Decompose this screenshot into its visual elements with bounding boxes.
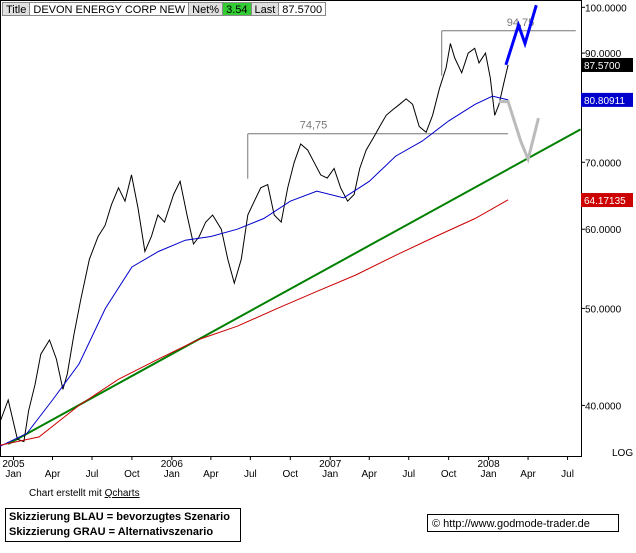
title-label: Title	[2, 2, 30, 16]
x-month-label-0: Jan	[5, 469, 21, 480]
x-month-label-12: Jan	[481, 469, 497, 480]
legend-blue: Skizzierung BLAU = bevorzugtes Szenario	[9, 511, 230, 523]
x-year-label-0: 2005	[2, 459, 25, 470]
scenario-blue-path	[504, 4, 538, 66]
x-month-label-13: Apr	[520, 469, 536, 480]
price-tag-label-0: 87.5700	[584, 61, 621, 72]
price-tag-bg-2	[581, 193, 633, 208]
support-trendline	[7, 128, 582, 445]
y-tick-label-3: 60.0000	[585, 225, 622, 236]
price-line	[0, 43, 509, 443]
scale-label: LOG	[612, 448, 633, 459]
last-label: Last	[250, 2, 279, 16]
x-month-label-3: Oct	[124, 469, 140, 480]
x-month-label-2: Jul	[86, 469, 99, 480]
x-month-label-5: Apr	[203, 469, 219, 480]
ma-red-line	[0, 199, 509, 446]
price-tag-label-1: 80.80911	[584, 96, 625, 107]
x-month-label-6: Jul	[244, 469, 257, 480]
last-value: 87.5700	[278, 2, 327, 16]
title-value: DEVON ENERGY CORP NEW	[29, 2, 189, 16]
y-tick-label-2: 70.0000	[585, 158, 622, 169]
x-month-label-7: Oct	[283, 469, 299, 480]
x-month-label-11: Oct	[441, 469, 457, 480]
x-month-label-4: Jan	[164, 469, 180, 480]
x-month-label-14: Jul	[561, 469, 574, 480]
price-tag-bg-0	[581, 57, 633, 72]
x-year-label-12: 2008	[477, 459, 500, 470]
y-tick-label-1: 90.0000	[585, 49, 622, 60]
plot-frame	[0, 0, 582, 457]
y-tick-label-4: 50.0000	[585, 304, 622, 315]
x-month-label-9: Apr	[361, 469, 377, 480]
x-year-label-4: 2006	[161, 459, 184, 470]
netpct-value: 3.54	[222, 2, 251, 16]
netpct-label: Net%	[188, 2, 223, 16]
created-prefix: Chart erstellt mit	[29, 488, 105, 499]
y-tick-label-5: 40.0000	[585, 401, 622, 412]
level-label-1: 74,75	[300, 120, 328, 132]
scenario-grey-path	[499, 100, 540, 164]
y-tick-label-0: 100.0000	[585, 3, 627, 14]
chart-header: Title DEVON ENERGY CORP NEW Net% 3.54 La…	[2, 2, 327, 16]
x-month-label-8: Jan	[322, 469, 338, 480]
copyright-url[interactable]: © http://www.godmode-trader.de	[427, 514, 619, 532]
created-with-note: Chart erstellt mit Qcharts	[29, 488, 140, 499]
qcharts-link[interactable]: Qcharts	[104, 488, 140, 499]
price-tag-bg-1	[581, 92, 633, 107]
legend-box: Skizzierung BLAU = bevorzugtes Szenario …	[5, 508, 241, 542]
x-month-label-1: Apr	[45, 469, 61, 480]
level-label-0: 94,75	[507, 17, 535, 29]
x-year-label-8: 2007	[319, 459, 342, 470]
x-month-label-10: Jul	[402, 469, 415, 480]
legend-grey: Skizzierung GRAU = Alternativszenario	[9, 526, 214, 538]
ma-blue-line	[0, 95, 509, 447]
price-tag-label-2: 64.17135	[584, 196, 626, 207]
